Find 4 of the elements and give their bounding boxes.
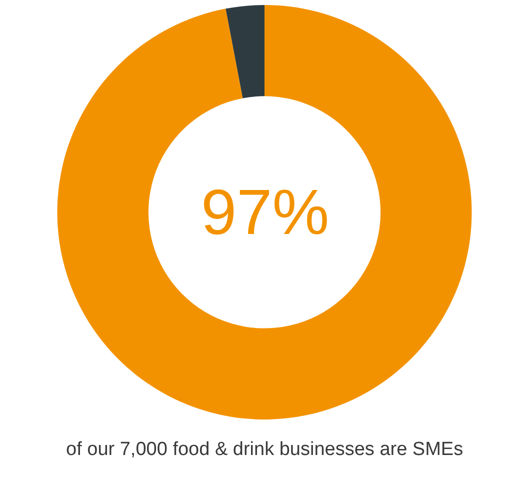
donut-slice — [226, 5, 264, 98]
text: of our 7,000 food & drink businesses are SMEs — [66, 439, 464, 460]
donut-slice — [57, 5, 472, 420]
data-label: 97% — [201, 176, 330, 248]
